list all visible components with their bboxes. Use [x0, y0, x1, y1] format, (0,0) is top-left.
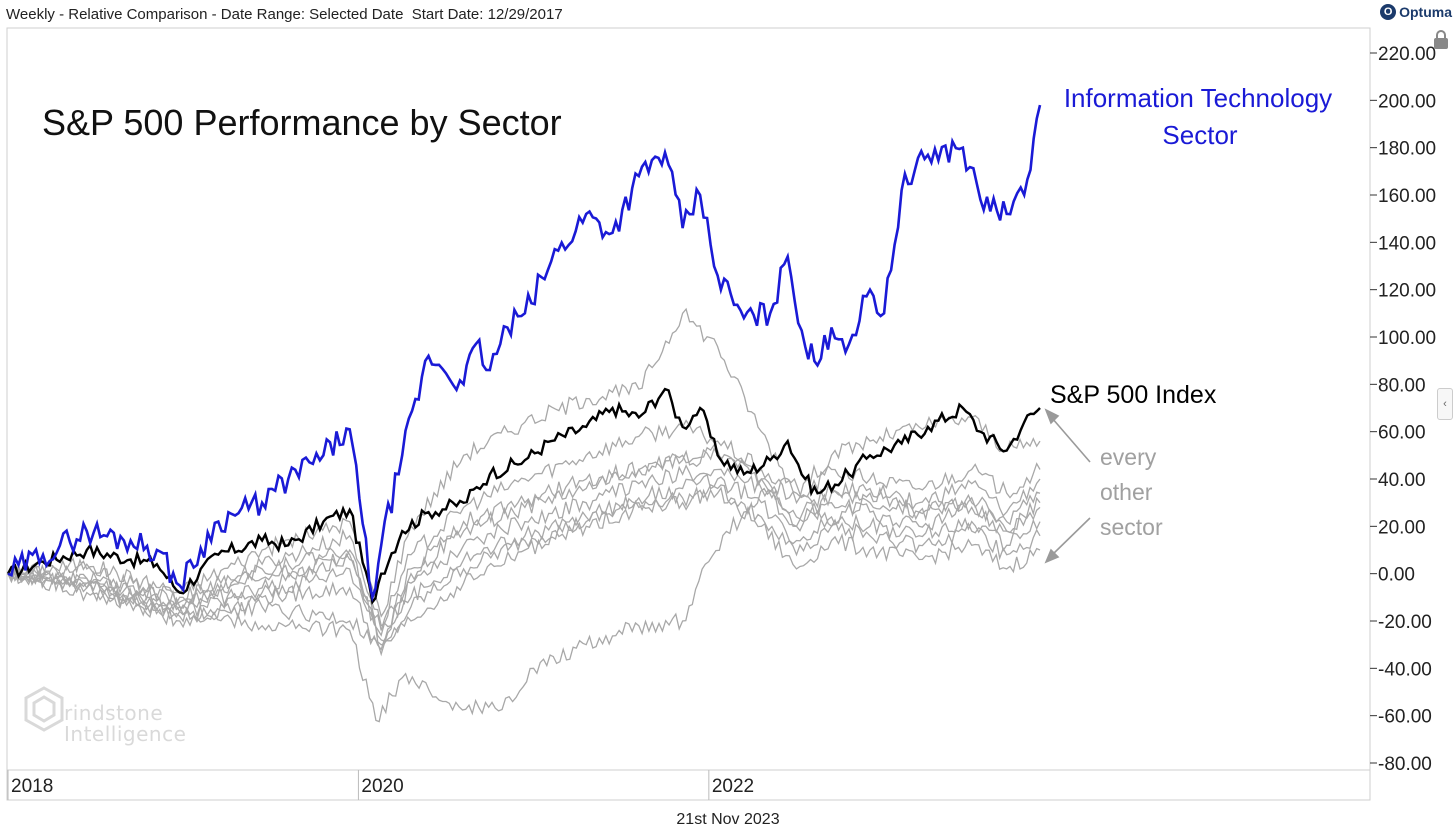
- sector-line-5: [7, 473, 1041, 637]
- y-axis: -80.00 -60.00 -40.00 -20.00 0.00 20.00 40.00 60…: [1370, 44, 1436, 775]
- footer-date: 21st Nov 2023: [676, 811, 780, 828]
- sector-line-8: [7, 443, 1041, 631]
- y-tick-label: 120.00: [1378, 281, 1436, 302]
- hexagon-logo-icon: [24, 686, 64, 732]
- sp500-index-line: [6, 387, 1041, 605]
- x-tick-label: 2022: [712, 776, 754, 797]
- sector-line-3: [7, 446, 1041, 646]
- lock-icon[interactable]: [1432, 30, 1450, 50]
- y-tick-label: 20.00: [1378, 517, 1426, 538]
- brand-logo: O Optuma: [1380, 4, 1452, 20]
- it-sector-line: [7, 104, 1042, 603]
- sector-line-4: [7, 464, 1041, 643]
- y-tick-label: 100.00: [1378, 328, 1436, 349]
- header-title: Weekly - Relative Comparison - Date Rang…: [6, 6, 563, 23]
- arrow-down-icon: [1044, 517, 1091, 564]
- y-tick-label: -60.00: [1378, 707, 1432, 728]
- it-label-line1: Information Technology: [1064, 83, 1332, 113]
- panel-collapse-handle[interactable]: ‹: [1437, 388, 1453, 420]
- y-tick-label: 220.00: [1378, 44, 1436, 65]
- sector-line-7: [7, 485, 1041, 657]
- arrow-up-icon: [1044, 408, 1091, 463]
- sector-line-6: [7, 484, 1041, 651]
- y-tick-label: 180.00: [1378, 139, 1436, 160]
- y-tick-label: -20.00: [1378, 612, 1432, 633]
- other-label-line2: other: [1100, 479, 1153, 505]
- y-tick-label: 40.00: [1378, 470, 1426, 491]
- sector-line-9: [7, 477, 1041, 723]
- it-label-line2: Sector: [1162, 120, 1237, 150]
- brand-name: Optuma: [1399, 4, 1452, 20]
- y-tick-label: 80.00: [1378, 375, 1426, 396]
- chart-title: S&P 500 Performance by Sector: [42, 102, 562, 143]
- y-tick-label: -40.00: [1378, 659, 1432, 680]
- other-label-line1: every: [1100, 444, 1157, 470]
- y-tick-label: 60.00: [1378, 423, 1426, 444]
- chevron-left-icon: ‹: [1443, 398, 1447, 410]
- y-tick-label: 200.00: [1378, 91, 1436, 112]
- index-label: S&P 500 Index: [1050, 381, 1217, 409]
- y-tick-label: 160.00: [1378, 186, 1436, 207]
- x-tick-label: 2020: [361, 776, 403, 797]
- other-sector-lines: [7, 307, 1041, 723]
- x-axis: 2018 2020 2022: [7, 770, 754, 800]
- watermark-line2: Intelligence: [64, 722, 187, 746]
- other-label-line3: sector: [1100, 514, 1163, 540]
- sector-line-2: [7, 419, 1041, 627]
- y-tick-label: 140.00: [1378, 233, 1436, 254]
- x-tick-label: 2018: [11, 776, 53, 797]
- watermark: rindstone Intelligence: [24, 686, 224, 746]
- plot-frame: [6, 27, 1371, 801]
- y-tick-label: 0.00: [1378, 565, 1415, 586]
- y-tick-label: -80.00: [1378, 754, 1432, 775]
- watermark-line1: rindstone: [64, 701, 164, 725]
- optuma-logo-icon: O: [1380, 4, 1397, 20]
